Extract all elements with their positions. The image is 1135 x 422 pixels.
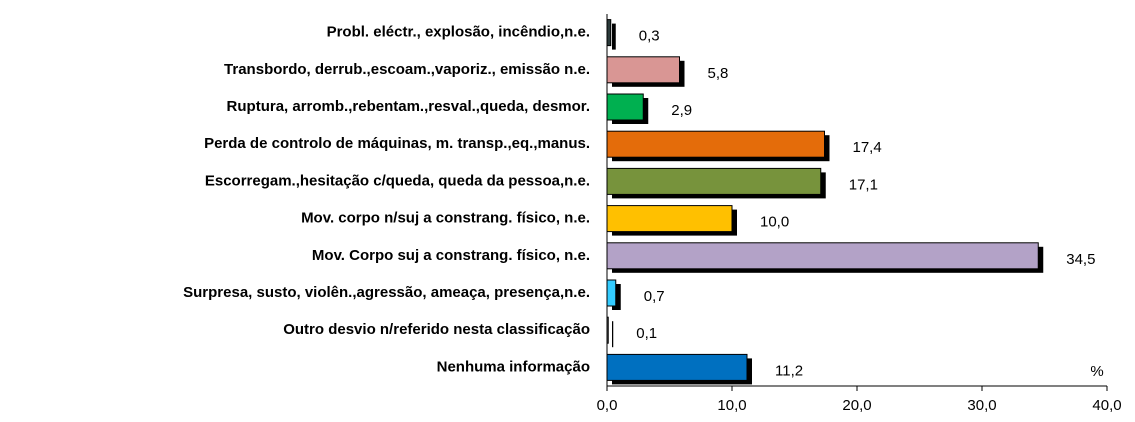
value-label: 0,7 (644, 288, 665, 305)
x-tick-label: 0,0 (597, 397, 618, 414)
x-tick-label: 20,0 (842, 397, 871, 414)
value-label: 0,3 (639, 28, 660, 45)
value-label: 17,4 (853, 139, 882, 156)
bar (606, 242, 1039, 270)
y-tick-label: Nenhuma informação (437, 358, 590, 375)
value-label: 2,9 (671, 102, 692, 119)
bar-shadow (612, 23, 616, 50)
y-tick-label: Ruptura, arromb.,rebentam.,resval.,queda… (227, 98, 590, 115)
value-label: 17,1 (849, 176, 878, 193)
value-label: 10,0 (760, 214, 789, 231)
bar (606, 353, 748, 381)
bar (606, 205, 733, 233)
bar-shadow (612, 321, 614, 348)
bar (606, 56, 680, 84)
y-tick-label: Mov. corpo n/suj a constrang. físico, n.… (301, 210, 590, 227)
value-label: 34,5 (1066, 251, 1095, 268)
bar-shadow (612, 284, 621, 310)
y-tick-label: Outro desvio n/referido nesta classifica… (283, 321, 590, 338)
bar (606, 279, 617, 307)
bar (606, 167, 822, 195)
bar (606, 130, 825, 158)
y-tick-label: Transbordo, derrub.,escoam.,vaporiz., em… (224, 61, 590, 78)
value-label: 11,2 (775, 362, 803, 379)
y-tick-label: Surpresa, susto, violên.,agressão, ameaç… (183, 284, 590, 301)
value-label: 0,1 (636, 325, 657, 342)
bar (606, 19, 612, 47)
x-tick-label: 30,0 (967, 397, 996, 414)
y-tick-label: Probl. eléctr., explosão, incêndio,n.e. (327, 24, 590, 41)
x-tick-label: 40,0 (1092, 397, 1121, 414)
value-label: 5,8 (708, 65, 729, 82)
y-tick-label: Perda de controlo de máquinas, m. transp… (204, 135, 590, 152)
x-tick-label: 10,0 (717, 397, 746, 414)
bar (606, 316, 609, 344)
unit-label: % (1090, 363, 1103, 380)
y-tick-label: Mov. Corpo suj a constrang. físico, n.e. (312, 247, 590, 264)
y-tick-label: Escorregam.,hesitação c/queda, queda da … (205, 172, 590, 189)
bar (606, 93, 644, 121)
